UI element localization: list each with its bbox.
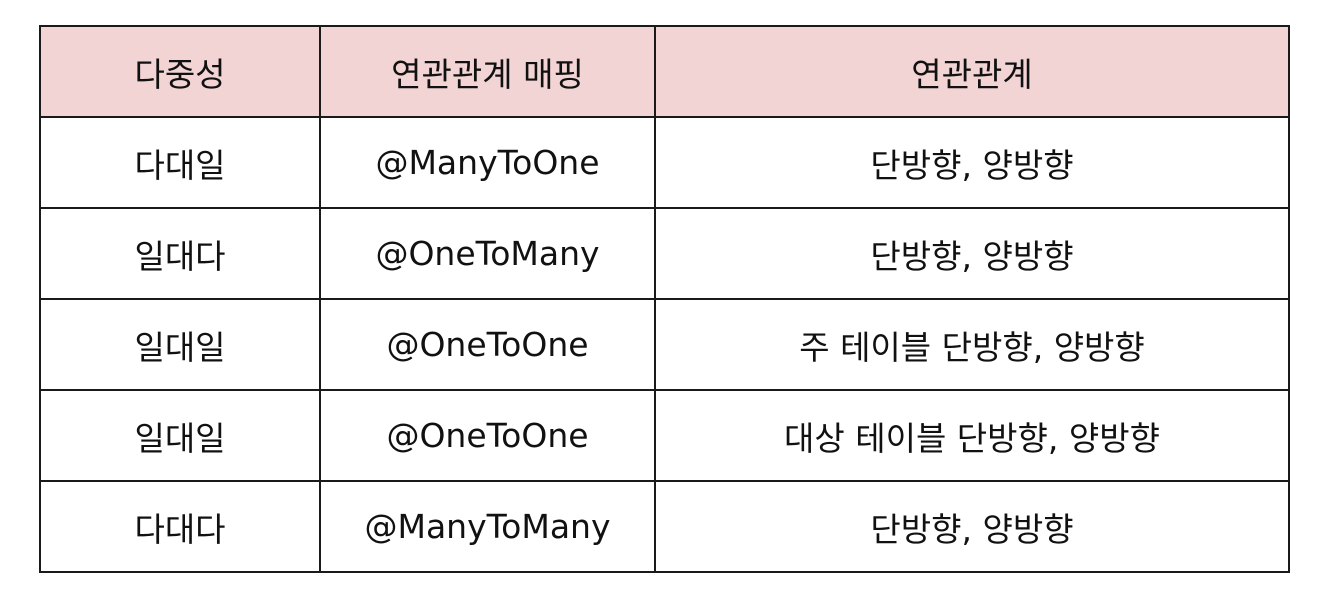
table-row: 일대일 @OneToOne 대상 테이블 단방향, 양방향 <box>39 389 1290 482</box>
cell-mapping-annotation: @ManyToOne <box>319 116 656 209</box>
cell-multiplicity: 다대일 <box>39 116 321 209</box>
cell-multiplicity: 다대다 <box>39 480 321 573</box>
table-row: 다대일 @ManyToOne 단방향, 양방향 <box>39 116 1290 209</box>
cell-mapping-annotation: @OneToOne <box>319 389 656 482</box>
cell-relationship: 대상 테이블 단방향, 양방향 <box>654 389 1290 482</box>
cell-mapping-annotation: @OneToMany <box>319 207 656 300</box>
header-multiplicity: 다중성 <box>39 25 321 118</box>
cell-multiplicity: 일대일 <box>39 389 321 482</box>
cell-mapping-annotation: @ManyToMany <box>319 480 656 573</box>
cell-mapping-annotation: @OneToOne <box>319 298 656 391</box>
header-mapping-annotation: 연관관계 매핑 <box>319 25 656 118</box>
header-relationship: 연관관계 <box>654 25 1290 118</box>
cell-relationship: 단방향, 양방향 <box>654 207 1290 300</box>
cell-relationship: 주 테이블 단방향, 양방향 <box>654 298 1290 391</box>
table-header: 다중성 연관관계 매핑 연관관계 <box>39 25 1290 118</box>
table-row: 일대일 @OneToOne 주 테이블 단방향, 양방향 <box>39 298 1290 391</box>
cell-relationship: 단방향, 양방향 <box>654 480 1290 573</box>
relationship-mapping-table: 다중성 연관관계 매핑 연관관계 다대일 @ManyToOne 단방향, 양방향… <box>39 25 1290 573</box>
relationship-table-container: 다중성 연관관계 매핑 연관관계 다대일 @ManyToOne 단방향, 양방향… <box>39 25 1290 573</box>
cell-multiplicity: 일대일 <box>39 298 321 391</box>
cell-relationship: 단방향, 양방향 <box>654 116 1290 209</box>
table-body: 다대일 @ManyToOne 단방향, 양방향 일대다 @OneToMany 단… <box>39 116 1290 573</box>
header-row: 다중성 연관관계 매핑 연관관계 <box>39 25 1290 118</box>
table-row: 일대다 @OneToMany 단방향, 양방향 <box>39 207 1290 300</box>
table-row: 다대다 @ManyToMany 단방향, 양방향 <box>39 480 1290 573</box>
cell-multiplicity: 일대다 <box>39 207 321 300</box>
